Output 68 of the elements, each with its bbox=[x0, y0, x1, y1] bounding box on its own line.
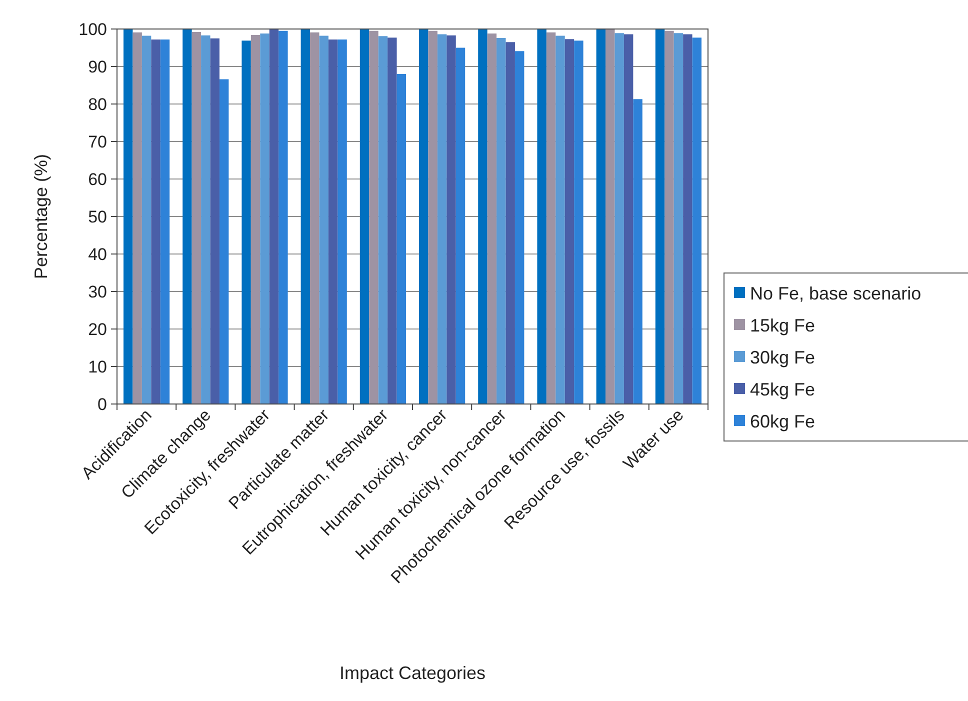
bar bbox=[596, 29, 606, 404]
bar bbox=[496, 38, 506, 404]
bar bbox=[428, 30, 438, 404]
bar bbox=[278, 30, 288, 404]
y-tick-label: 50 bbox=[88, 207, 107, 226]
bar bbox=[378, 36, 388, 404]
bar bbox=[192, 32, 202, 404]
bar bbox=[437, 34, 447, 404]
bar bbox=[487, 34, 497, 404]
y-tick-label: 100 bbox=[78, 20, 107, 39]
y-tick-label: 40 bbox=[88, 244, 107, 264]
legend-label: 60kg Fe bbox=[750, 411, 816, 432]
bar bbox=[614, 33, 624, 404]
x-axis-title: Impact Categories bbox=[339, 663, 486, 683]
bar bbox=[369, 30, 378, 404]
bar bbox=[564, 39, 574, 404]
bar bbox=[692, 38, 702, 404]
y-tick-label: 60 bbox=[88, 170, 107, 189]
bar bbox=[537, 29, 546, 404]
bar bbox=[546, 32, 556, 404]
y-tick-label: 80 bbox=[88, 94, 107, 114]
bar bbox=[574, 40, 584, 404]
y-tick-label: 90 bbox=[88, 57, 107, 76]
bar bbox=[250, 35, 260, 404]
y-tick-label: 30 bbox=[88, 282, 107, 302]
y-tick-label: 20 bbox=[88, 320, 107, 339]
legend-label: 45kg Fe bbox=[750, 379, 816, 400]
bar bbox=[633, 99, 642, 404]
bar bbox=[683, 34, 692, 404]
bar bbox=[655, 29, 665, 404]
bar bbox=[674, 33, 684, 404]
y-tick-label: 10 bbox=[88, 357, 107, 376]
bar bbox=[151, 40, 160, 404]
y-tick-label: 0 bbox=[98, 394, 107, 414]
bar bbox=[556, 36, 565, 404]
bar bbox=[300, 29, 310, 404]
bar bbox=[132, 32, 142, 404]
bar bbox=[142, 36, 152, 404]
bar bbox=[328, 40, 338, 404]
legend-label: No Fe, base scenario bbox=[750, 283, 922, 304]
bar bbox=[260, 34, 270, 404]
bar bbox=[360, 29, 370, 404]
bar bbox=[269, 29, 279, 404]
bar bbox=[338, 40, 347, 404]
bar bbox=[446, 35, 456, 404]
bar bbox=[506, 42, 515, 404]
legend-label: 15kg Fe bbox=[750, 315, 816, 336]
bar bbox=[456, 48, 466, 404]
bar bbox=[182, 29, 192, 404]
bar bbox=[124, 29, 133, 404]
bar bbox=[514, 51, 524, 404]
legend-label: 30kg Fe bbox=[750, 347, 816, 368]
bar bbox=[478, 29, 488, 404]
bar bbox=[388, 38, 397, 404]
bar bbox=[624, 34, 634, 404]
y-axis-title: Percentage (%) bbox=[31, 154, 51, 280]
bar bbox=[242, 40, 251, 404]
bar bbox=[219, 79, 229, 404]
bar bbox=[606, 29, 615, 404]
bar bbox=[201, 35, 210, 404]
y-tick-label: 70 bbox=[88, 132, 107, 152]
bar bbox=[310, 32, 320, 404]
bar bbox=[210, 38, 220, 404]
bar bbox=[664, 30, 674, 404]
bar bbox=[396, 74, 406, 404]
bar bbox=[419, 29, 428, 404]
bar bbox=[319, 36, 328, 404]
bar bbox=[160, 40, 170, 404]
